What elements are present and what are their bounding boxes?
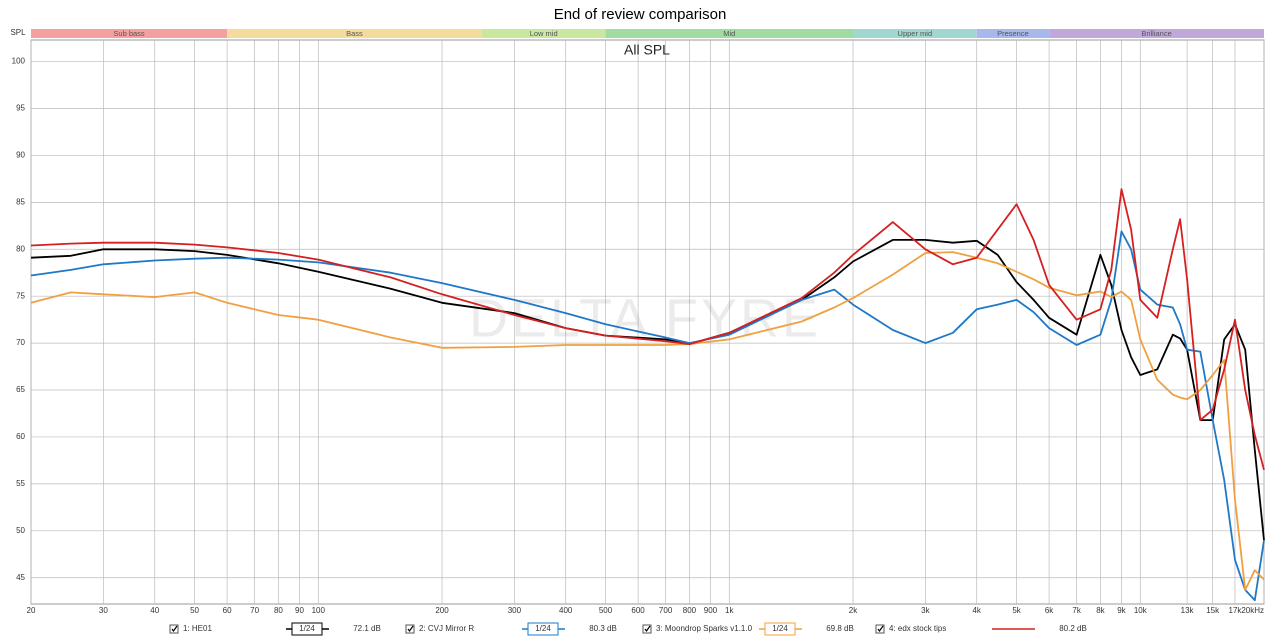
x-tick-label: 40 (150, 606, 159, 615)
x-tick-label: 700 (659, 606, 673, 615)
x-tick-label: 80 (274, 606, 283, 615)
band-label: Upper mid (898, 29, 933, 38)
y-tick-label: 95 (16, 104, 25, 113)
legend-check (644, 625, 651, 633)
legend-check (171, 625, 178, 633)
x-tick-label: 7k (1072, 606, 1081, 615)
series-line (30, 188, 1265, 471)
x-tick-label: 800 (683, 606, 697, 615)
smoothing-label: 1/24 (299, 624, 315, 633)
band (976, 29, 1050, 38)
band (227, 29, 482, 38)
y-tick-label: 75 (16, 291, 25, 300)
x-tick-label: 3k (921, 606, 930, 615)
band (1049, 29, 1264, 38)
legend-level: 72.1 dB (353, 624, 381, 633)
legend-level: 80.2 dB (1059, 624, 1087, 633)
x-tick-label: 600 (631, 606, 645, 615)
legend-check (877, 625, 884, 633)
series-line (30, 251, 1265, 591)
x-tick-label: 200 (435, 606, 449, 615)
smoothing-box (764, 622, 796, 636)
series-line (30, 230, 1265, 602)
band-label: Low mid (530, 29, 558, 38)
smoothing-label: 1/24 (772, 624, 788, 633)
x-tick-label: 13k (1181, 606, 1195, 615)
legend-label: 2: CVJ Mirror R (419, 624, 474, 633)
x-tick-label: 100 (312, 606, 326, 615)
band-label: Sub bass (113, 29, 145, 38)
legend-checkbox (642, 624, 652, 634)
y-tick-label: 100 (12, 57, 26, 66)
y-tick-label: 65 (16, 385, 25, 394)
legend-label: 1: HE01 (183, 624, 212, 633)
x-tick-label: 20 (27, 606, 36, 615)
x-tick-label: 900 (704, 606, 718, 615)
legend-level: 80.3 dB (589, 624, 617, 633)
x-tick-label: 17k (1229, 606, 1243, 615)
band-label: Brilliance (1141, 29, 1171, 38)
x-tick-label: 500 (599, 606, 613, 615)
y-tick-label: 85 (16, 197, 25, 206)
x-tick-label: 8k (1096, 606, 1105, 615)
x-tick-label: 30 (99, 606, 108, 615)
x-tick-label: 20kHz (1241, 606, 1264, 615)
x-tick-label: 4k (972, 606, 981, 615)
smoothing-box (527, 622, 559, 636)
smoothing-box (291, 622, 323, 636)
band (481, 29, 606, 38)
legend-check (407, 625, 414, 633)
chart-subtitle: All SPL (624, 42, 670, 58)
x-tick-label: 90 (295, 606, 304, 615)
smoothing-label: 1/24 (535, 624, 551, 633)
y-tick-label: 50 (16, 526, 25, 535)
x-tick-label: 400 (559, 606, 573, 615)
x-tick-label: 2k (849, 606, 858, 615)
y-tick-label: 55 (16, 479, 25, 488)
band (31, 29, 228, 38)
y-tick-label: 80 (16, 244, 25, 253)
legend-level: 69.8 dB (826, 624, 854, 633)
y-axis-label: SPL (10, 28, 26, 37)
x-tick-label: 15k (1206, 606, 1220, 615)
x-tick-label: 50 (190, 606, 199, 615)
band-label: Mid (723, 29, 735, 38)
legend-checkbox (405, 624, 415, 634)
legend-checkbox (875, 624, 885, 634)
plot-area (30, 39, 1265, 605)
band-label: Bass (346, 29, 363, 38)
x-tick-label: 10k (1134, 606, 1148, 615)
legend-label: 4: edx stock tips (889, 624, 946, 633)
x-tick-label: 5k (1012, 606, 1021, 615)
band (853, 29, 977, 38)
legend-checkbox (169, 624, 179, 634)
band-label: Presence (997, 29, 1029, 38)
x-tick-label: 70 (250, 606, 259, 615)
y-tick-label: 60 (16, 432, 25, 441)
x-tick-label: 1k (725, 606, 734, 615)
y-tick-label: 45 (16, 573, 25, 582)
y-tick-label: 70 (16, 338, 25, 347)
band (605, 29, 853, 38)
legend-label: 3: Moondrop Sparks v1.1.0 (656, 624, 753, 633)
x-tick-label: 6k (1045, 606, 1054, 615)
x-tick-label: 300 (508, 606, 522, 615)
x-tick-label: 60 (223, 606, 232, 615)
chart-title: End of review comparison (554, 6, 727, 23)
y-tick-label: 90 (16, 151, 25, 160)
x-tick-label: 9k (1117, 606, 1126, 615)
